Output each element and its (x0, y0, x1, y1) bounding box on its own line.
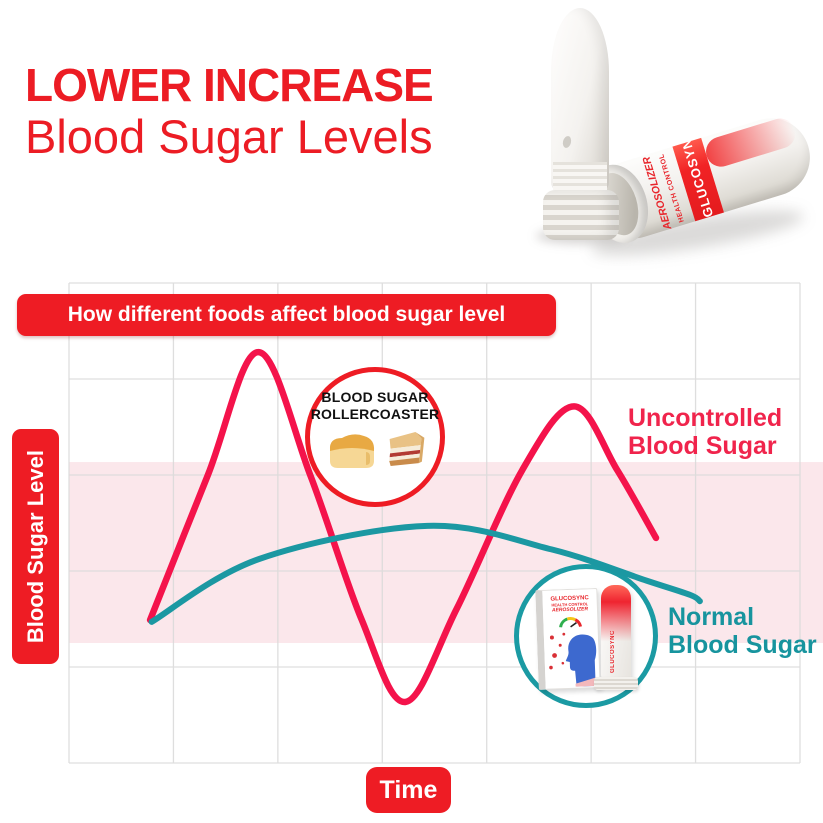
x-axis-label-badge: Time (366, 767, 451, 813)
y-axis-label: Blood Sugar Level (22, 449, 48, 644)
normal-label: Normal Blood Sugar (668, 603, 817, 659)
gauge-icon (559, 617, 583, 628)
bread-icon (329, 434, 374, 468)
chart-title-badge: How different foods affect blood sugar l… (17, 294, 556, 336)
headline: LOWER INCREASE Blood Sugar Levels (25, 59, 434, 163)
box-artwork (549, 617, 598, 687)
inhaler-stick (551, 8, 609, 192)
product-circle-badge: GLUCOSYNC HEALTH CONTROL AEROSOLIZER G (514, 564, 658, 708)
y-axis-label-badge: Blood Sugar Level (12, 429, 59, 664)
cake-slice-icon (388, 432, 424, 466)
rollercoaster-badge: BLOOD SUGAR ROLLERCOASTER (305, 367, 445, 507)
rollercoaster-text: BLOOD SUGAR ROLLERCOASTER (310, 389, 440, 422)
headline-line1: LOWER INCREASE (25, 59, 434, 111)
box-base-stripe (575, 676, 598, 687)
product-photo: GLUCOSYNC HEALTH CONTROL AEROSOLIZER (520, 0, 823, 275)
normal-range-band (69, 462, 823, 643)
blue-head-icon (565, 634, 597, 687)
mini-inhaler: GLUCOSYNC (601, 585, 631, 679)
mini-inhaler-base (594, 677, 638, 690)
uncontrolled-curve (146, 348, 660, 706)
inhaler-base-cap (543, 190, 619, 240)
normal-curve (148, 522, 703, 625)
blood-dots-icon (549, 632, 566, 670)
headline-line2: Blood Sugar Levels (25, 110, 433, 163)
rollercoaster-foods (310, 426, 440, 472)
product-box: GLUCOSYNC HEALTH CONTROL AEROSOLIZER (535, 587, 601, 691)
uncontrolled-label: Uncontrolled Blood Sugar (628, 404, 783, 460)
stick-thread-ribs (553, 162, 607, 190)
